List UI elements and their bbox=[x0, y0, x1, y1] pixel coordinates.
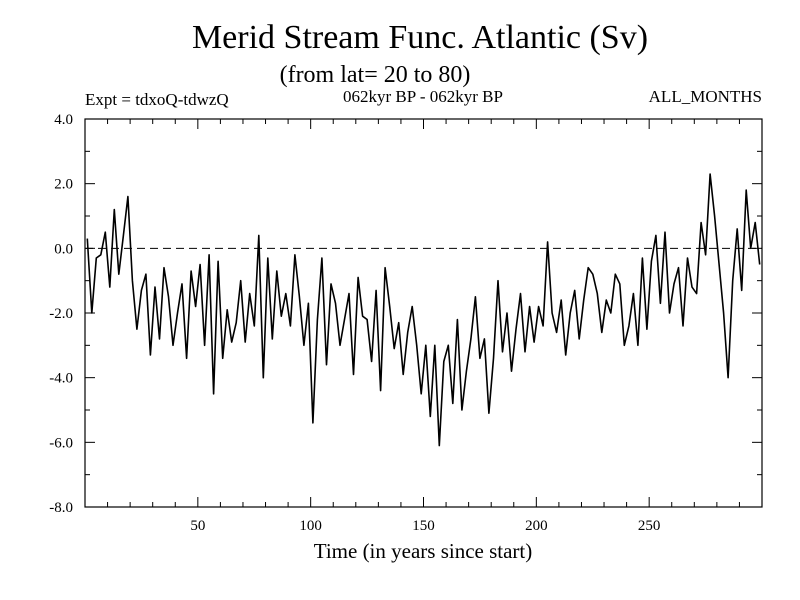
experiment-label: Expt = tdxoQ-tdwzQ bbox=[85, 90, 229, 109]
y-tick-label: -8.0 bbox=[49, 500, 73, 516]
y-tick-label: -2.0 bbox=[49, 306, 73, 322]
tick-labels: 50 100 150 200 250 4.0 2.0 0.0 -2.0 -4.0 -6.0 -8.0 bbox=[49, 112, 660, 534]
chart-title: Merid Stream Func. Atlantic (Sv) bbox=[192, 19, 648, 56]
axis-ticks bbox=[85, 119, 762, 507]
y-tick-label: -4.0 bbox=[49, 371, 73, 387]
plot-frame bbox=[84, 118, 763, 508]
chart-subtitle: (from lat= 20 to 80) bbox=[280, 62, 471, 88]
y-tick-label: 0.0 bbox=[54, 241, 73, 257]
x-tick-label: 50 bbox=[190, 518, 205, 534]
x-tick-label: 150 bbox=[412, 518, 435, 534]
x-tick-label: 200 bbox=[525, 518, 548, 534]
y-tick-label: -6.0 bbox=[49, 435, 73, 451]
y-tick-label: 2.0 bbox=[54, 177, 73, 193]
period-label: 062kyr BP - 062kyr BP bbox=[343, 87, 503, 106]
x-axis-label: Time (in years since start) bbox=[314, 539, 533, 563]
months-label: ALL_MONTHS bbox=[649, 87, 762, 106]
y-tick-label: 4.0 bbox=[54, 112, 73, 128]
x-tick-label: 250 bbox=[638, 518, 661, 534]
series-line bbox=[86, 173, 761, 447]
x-tick-label: 100 bbox=[299, 518, 322, 534]
